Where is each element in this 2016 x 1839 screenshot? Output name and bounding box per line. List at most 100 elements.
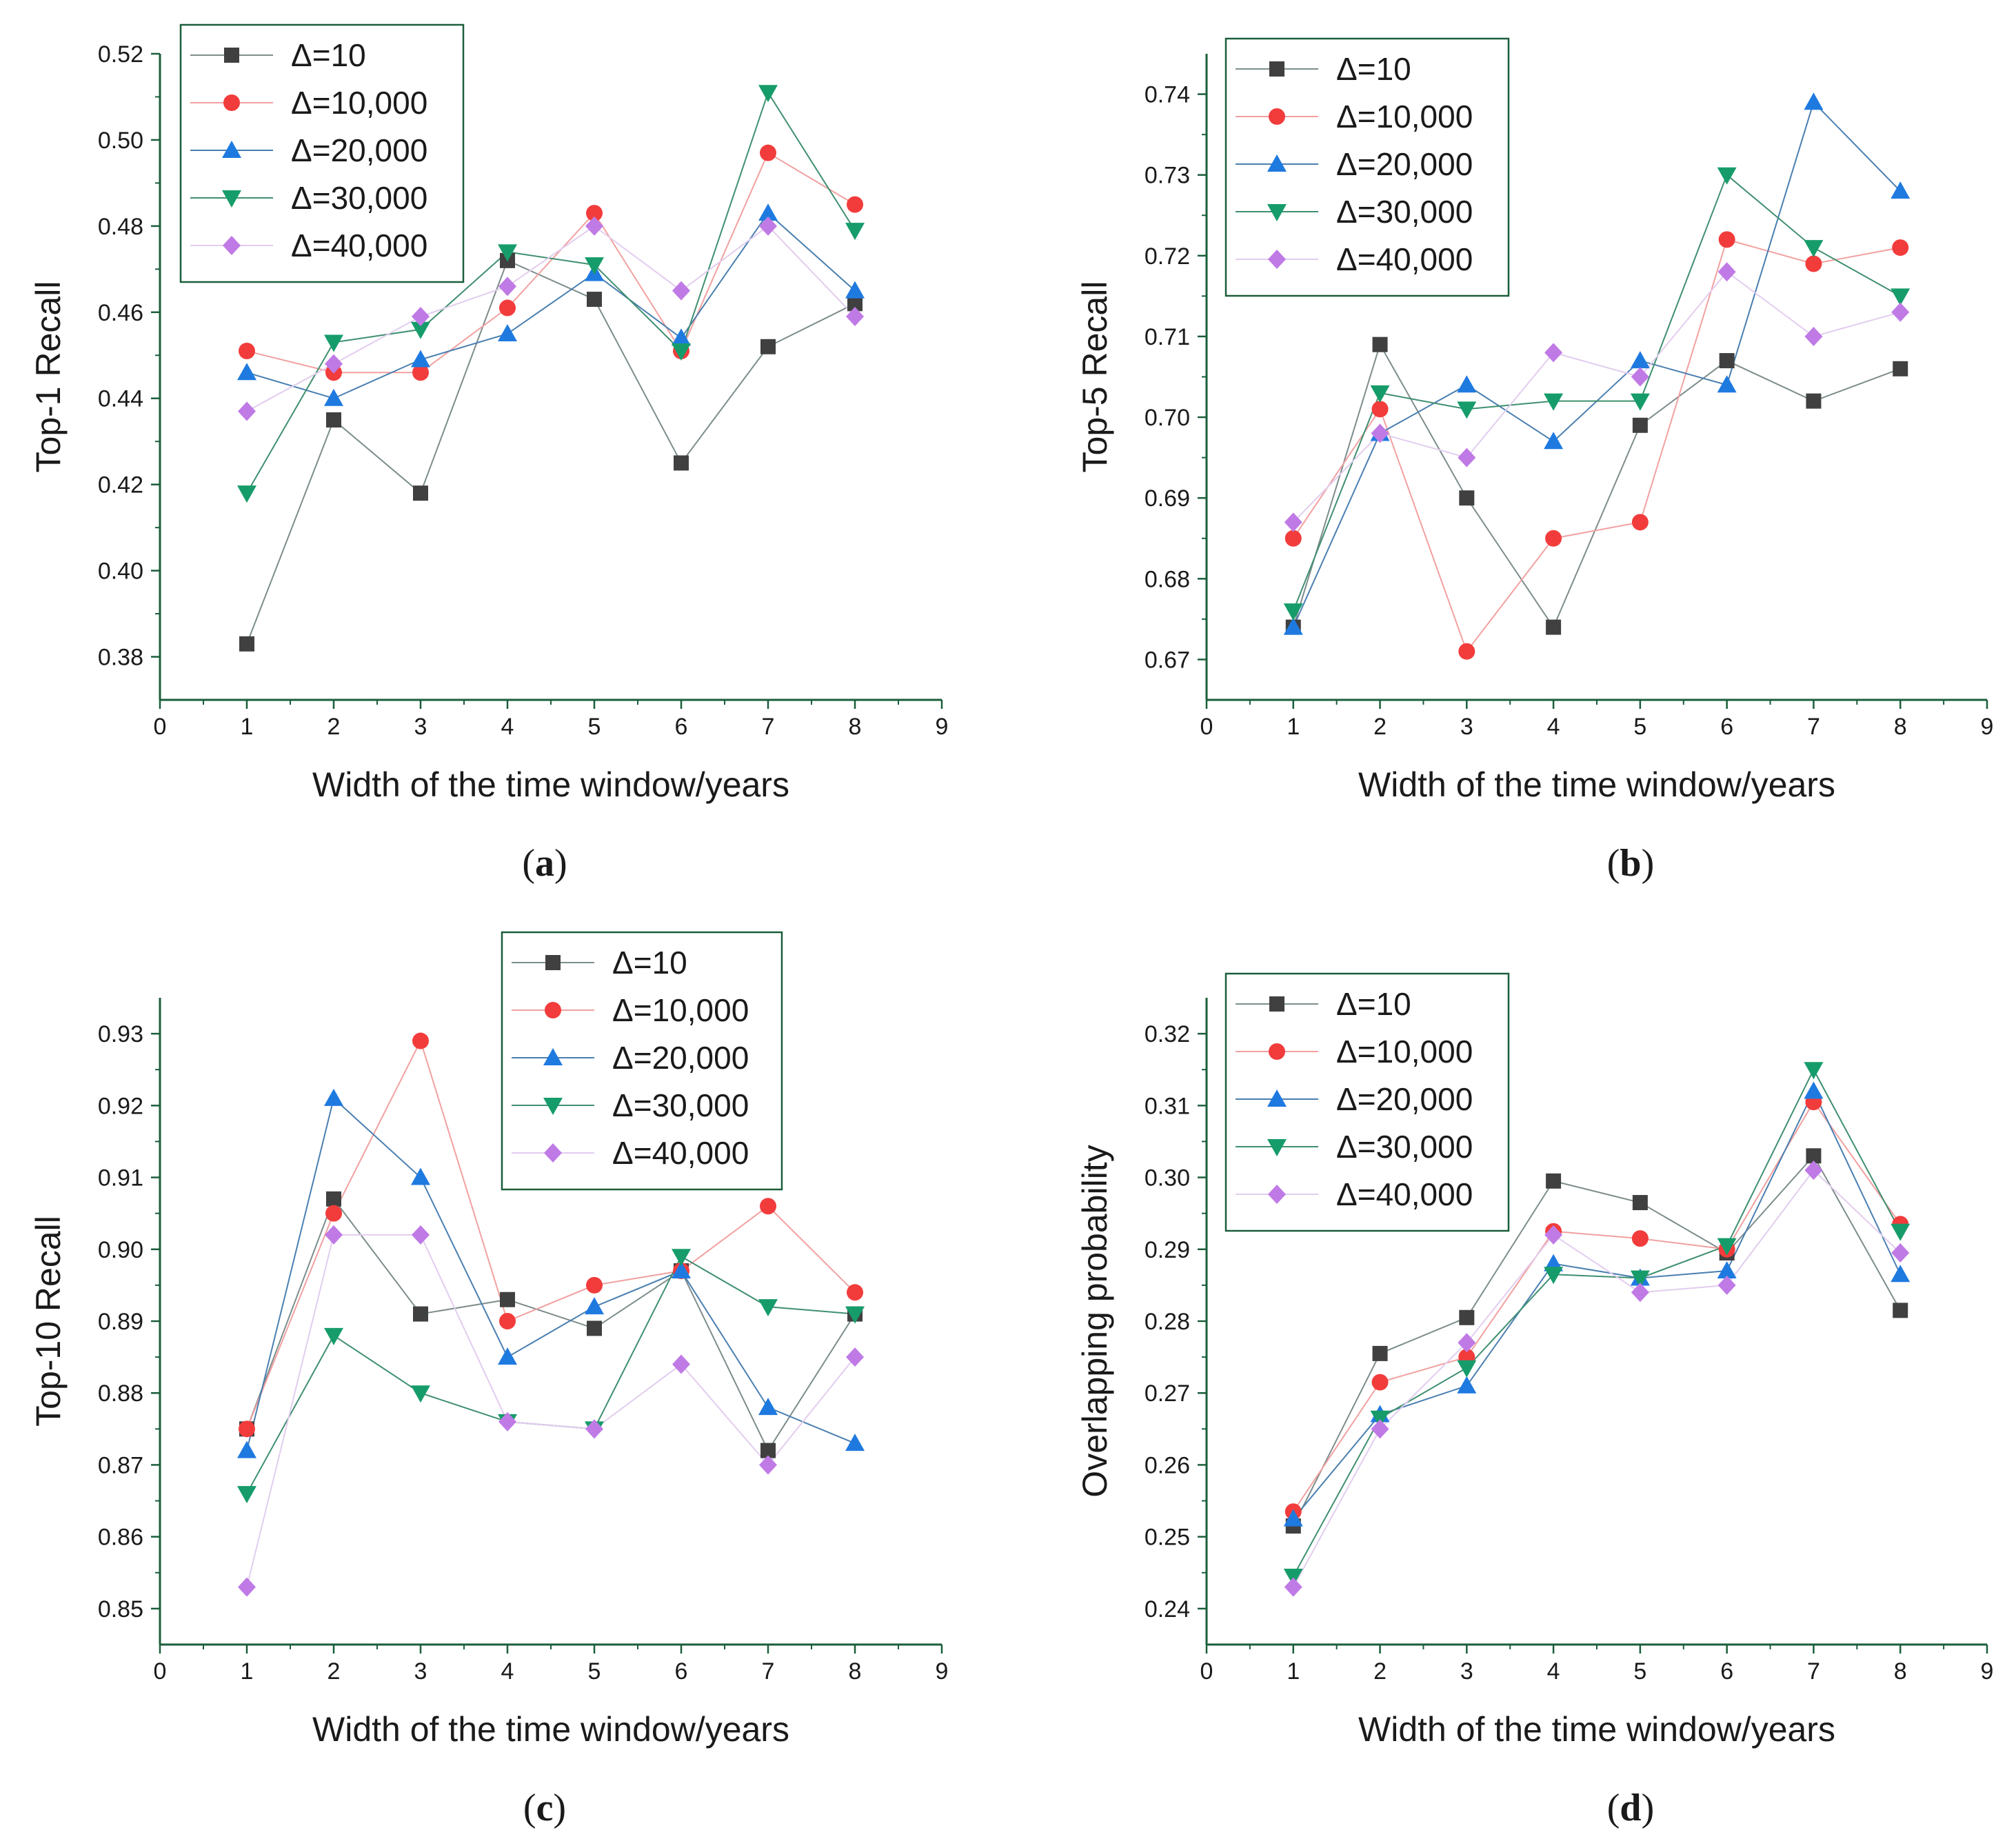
series-line-1 [1292, 343, 1901, 629]
x-tick-label: 9 [1981, 1658, 1994, 1685]
y-tick-label: 0.67 [1145, 647, 1190, 673]
data-point [1891, 1265, 1911, 1283]
data-point [412, 1032, 429, 1049]
legend-marker [1269, 1043, 1285, 1060]
panel-caption: (a) [522, 842, 567, 885]
data-point [1544, 1267, 1564, 1285]
data-point [1804, 326, 1823, 346]
data-point [1631, 1230, 1649, 1247]
data-point [1631, 514, 1649, 531]
data-point [412, 307, 430, 327]
data-point [672, 1249, 691, 1267]
legend-item: Δ=30,000 [512, 1087, 749, 1123]
y-axis-title: Top-1 Recall [29, 281, 68, 473]
caption-letter: a [535, 842, 554, 885]
y-tick-label: 0.48 [98, 214, 143, 240]
data-point [1717, 167, 1737, 185]
data-point [846, 307, 864, 327]
data-point [845, 1306, 865, 1324]
chart-panel-d: 0 1 2 3 4 5 6 7 8 9 0.24 0.25 0.26 0.27 0.28 0.29 0.30 0.… [1076, 972, 1994, 1829]
y-tick-label: 0.73 [1145, 163, 1190, 189]
legend-item: Δ=10,000 [1236, 1034, 1473, 1069]
data-point [846, 1347, 864, 1367]
data-point [1717, 375, 1737, 393]
data-point [586, 1276, 603, 1294]
caption-letter: c [536, 1787, 554, 1829]
data-point [1804, 1081, 1824, 1099]
data-point [1544, 343, 1563, 363]
legend-marker [1269, 996, 1284, 1012]
data-point [237, 363, 256, 381]
data-point [1891, 302, 1910, 322]
data-point [1458, 643, 1475, 660]
y-tick-label: 0.26 [1145, 1452, 1190, 1478]
legend-marker [1267, 154, 1287, 172]
legend-marker [222, 141, 241, 158]
legend-item: Δ=10 [190, 37, 366, 73]
x-tick-label: 9 [936, 714, 949, 740]
data-point [759, 1455, 777, 1475]
legend-label: Δ=30,000 [612, 1087, 749, 1123]
x-tick-label: 4 [501, 714, 514, 740]
x-tick-label: 5 [1633, 1658, 1646, 1685]
data-point [411, 350, 430, 368]
x-tick-label: 5 [588, 714, 601, 740]
x-tick-label: 7 [762, 714, 775, 740]
x-tick-label: 8 [849, 1658, 862, 1685]
series-line-5 [246, 1234, 856, 1587]
data-point [1891, 1243, 1910, 1263]
legend-marker [223, 236, 241, 255]
x-tick-label: 4 [1547, 714, 1560, 740]
legend-marker [543, 1098, 563, 1115]
y-tick-label: 0.71 [1145, 324, 1190, 350]
legend-item: Δ=10,000 [190, 85, 427, 121]
legend-item: Δ=30,000 [190, 180, 427, 216]
data-point [1283, 1509, 1303, 1527]
data-point [324, 1088, 343, 1106]
data-point [1806, 393, 1822, 409]
data-point [672, 281, 690, 301]
series-line-5 [1292, 1169, 1901, 1588]
legend-marker [1269, 108, 1285, 125]
legend-item: Δ=30,000 [1236, 1129, 1473, 1165]
x-tick-label: 9 [936, 1658, 949, 1685]
data-point [585, 1297, 604, 1315]
data-point [1544, 393, 1564, 411]
data-point [411, 1167, 430, 1185]
x-tick-label: 6 [675, 1658, 688, 1685]
legend-marker [544, 1143, 562, 1163]
y-tick-label: 0.50 [98, 128, 143, 154]
legend-label: Δ=40,000 [291, 228, 427, 263]
data-point [324, 388, 343, 406]
legend-label: Δ=30,000 [291, 180, 427, 216]
caption-letter: d [1620, 1787, 1641, 1829]
data-point [1718, 231, 1735, 248]
y-tick-label: 0.38 [98, 645, 143, 671]
x-tick-label: 1 [241, 714, 254, 740]
legend-label: Δ=40,000 [612, 1135, 749, 1171]
data-point [1458, 1333, 1476, 1353]
data-point [1804, 1062, 1824, 1080]
x-tick-label: 0 [1200, 714, 1213, 740]
data-point [587, 292, 602, 308]
data-point [585, 216, 603, 236]
legend: Δ=10 Δ=10,000 Δ=20,000 Δ=30,000 Δ=40,000 [179, 23, 465, 283]
legend-item: Δ=10,000 [512, 992, 749, 1028]
data-point [239, 636, 254, 652]
x-tick-label: 2 [327, 714, 341, 740]
x-tick-label: 1 [241, 1658, 254, 1685]
data-point [1459, 1309, 1475, 1325]
data-point [413, 485, 428, 501]
data-point [238, 401, 256, 421]
data-point [1457, 375, 1477, 393]
x-tick-label: 8 [1894, 1658, 1907, 1685]
legend-marker [1267, 1139, 1287, 1156]
y-tick-label: 0.32 [1145, 1021, 1190, 1047]
data-point [1891, 181, 1911, 199]
x-tick-label: 3 [1460, 714, 1473, 740]
legend-marker [223, 94, 240, 111]
y-tick-label: 0.70 [1145, 405, 1190, 431]
legend-label: Δ=10,000 [291, 85, 427, 121]
series-line-1 [1292, 1154, 1902, 1527]
data-point [237, 1486, 256, 1504]
